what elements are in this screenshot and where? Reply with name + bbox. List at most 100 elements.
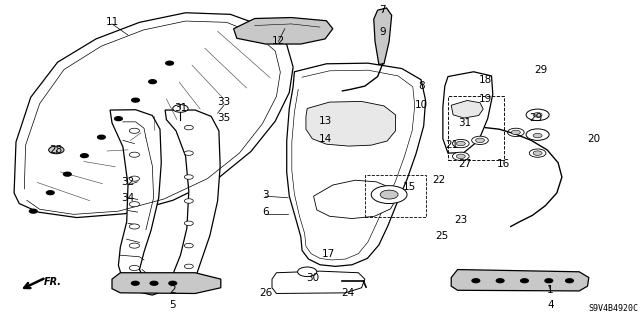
Circle shape (129, 176, 140, 181)
Circle shape (81, 154, 88, 158)
Circle shape (63, 172, 71, 176)
Polygon shape (374, 8, 392, 64)
Circle shape (29, 209, 37, 213)
Polygon shape (314, 180, 397, 219)
Polygon shape (272, 271, 365, 293)
Circle shape (511, 130, 520, 135)
Text: 27: 27 (458, 159, 471, 169)
Bar (365, 175, 426, 217)
Circle shape (47, 191, 54, 195)
Text: 31: 31 (174, 103, 187, 114)
Circle shape (476, 138, 484, 143)
Circle shape (129, 128, 140, 133)
Text: 9: 9 (380, 27, 386, 37)
Circle shape (129, 202, 140, 207)
Text: 15: 15 (403, 182, 416, 192)
Circle shape (184, 199, 193, 203)
Text: 1: 1 (547, 285, 554, 295)
Circle shape (131, 281, 139, 285)
Text: 21: 21 (445, 140, 458, 150)
Polygon shape (287, 63, 426, 266)
Polygon shape (14, 13, 293, 218)
Polygon shape (451, 100, 483, 118)
Circle shape (298, 267, 317, 277)
Text: 3: 3 (262, 189, 269, 200)
Text: 29: 29 (534, 65, 547, 75)
Polygon shape (110, 110, 161, 295)
Circle shape (97, 135, 105, 139)
Circle shape (456, 154, 465, 159)
Circle shape (129, 265, 140, 271)
Text: 18: 18 (479, 75, 492, 85)
Circle shape (166, 61, 173, 65)
Text: 26: 26 (259, 287, 272, 298)
Text: FR.: FR. (44, 277, 61, 287)
Circle shape (49, 146, 64, 154)
Circle shape (529, 149, 546, 157)
Circle shape (115, 117, 122, 121)
Polygon shape (133, 283, 202, 292)
Circle shape (529, 111, 546, 119)
Circle shape (526, 109, 549, 121)
Text: 25: 25 (435, 231, 448, 241)
Bar (448, 96, 504, 160)
Text: 19: 19 (479, 94, 492, 104)
Text: 10: 10 (415, 100, 428, 110)
Circle shape (529, 131, 546, 140)
Text: 35: 35 (218, 113, 230, 123)
Circle shape (184, 243, 193, 248)
Circle shape (371, 186, 407, 204)
Circle shape (184, 175, 193, 179)
Text: 23: 23 (454, 215, 467, 225)
Circle shape (456, 141, 465, 146)
Polygon shape (443, 72, 493, 153)
Circle shape (533, 151, 542, 155)
Circle shape (150, 281, 158, 285)
Circle shape (148, 80, 156, 84)
Circle shape (129, 152, 140, 157)
Text: 4: 4 (547, 300, 554, 310)
Circle shape (533, 113, 542, 117)
Circle shape (508, 128, 524, 137)
Text: 24: 24 (341, 287, 354, 298)
Text: 29: 29 (530, 113, 543, 123)
Text: 20: 20 (588, 134, 600, 144)
Circle shape (184, 264, 193, 269)
Text: 16: 16 (497, 159, 509, 169)
Circle shape (173, 105, 188, 112)
Circle shape (129, 224, 140, 229)
Text: 34: 34 (122, 193, 134, 203)
Circle shape (184, 221, 193, 226)
Polygon shape (451, 270, 589, 291)
Text: 8: 8 (418, 81, 424, 91)
Text: 11: 11 (106, 17, 118, 27)
Text: 28: 28 (50, 145, 63, 155)
Circle shape (380, 190, 398, 199)
Circle shape (184, 125, 193, 130)
Text: 5: 5 (170, 300, 176, 310)
Text: 31: 31 (458, 118, 471, 128)
Circle shape (452, 152, 469, 160)
Circle shape (545, 279, 553, 283)
Polygon shape (165, 110, 220, 290)
Text: 13: 13 (319, 116, 332, 126)
Circle shape (472, 279, 480, 283)
Circle shape (497, 279, 504, 283)
Circle shape (566, 279, 573, 283)
Circle shape (526, 129, 549, 140)
Text: 2: 2 (170, 285, 176, 295)
Circle shape (520, 279, 529, 283)
Polygon shape (234, 18, 333, 44)
Text: 30: 30 (306, 272, 319, 283)
Circle shape (452, 139, 469, 148)
Polygon shape (112, 273, 221, 293)
Circle shape (169, 281, 177, 285)
Text: 7: 7 (380, 4, 386, 15)
Circle shape (472, 136, 488, 145)
Text: 14: 14 (319, 134, 332, 144)
Text: 33: 33 (218, 97, 230, 107)
Circle shape (184, 151, 193, 155)
Circle shape (132, 98, 140, 102)
Text: 17: 17 (322, 249, 335, 259)
Polygon shape (306, 101, 396, 146)
